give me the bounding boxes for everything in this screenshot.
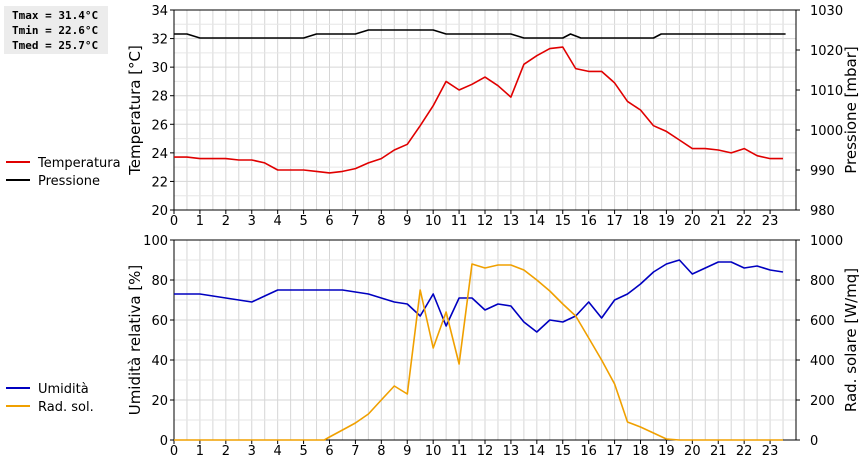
legend-label: Pressione [38,174,100,189]
y-left-tick-label: 30 [151,61,168,76]
y-left-tick-label: 80 [151,274,168,289]
x-tick-label: 13 [503,214,520,229]
y-right-axis-title: Pressione [mbar] [842,46,860,174]
y-right-tick-label: 980 [810,204,835,219]
x-tick-label: 9 [403,214,411,229]
x-tick-label: 12 [477,214,494,229]
y-left-tick-label: 24 [151,147,168,162]
y-left-tick-label: 40 [151,354,168,369]
x-tick-label: 6 [325,214,333,229]
x-tick-label: 20 [684,444,701,459]
x-tick-label: 15 [554,214,571,229]
x-tick-label: 14 [529,214,546,229]
x-tick-label: 19 [658,214,675,229]
x-tick-label: 4 [274,444,282,459]
x-tick-label: 16 [580,444,597,459]
y-left-tick-label: 60 [151,314,168,329]
x-tick-label: 2 [222,444,230,459]
y-left-tick-label: 22 [151,175,168,190]
x-tick-label: 2 [222,214,230,229]
y-right-axis-title: Rad. solare [W/mq] [842,268,860,412]
y-right-tick-label: 200 [810,394,835,409]
y-left-tick-label: 26 [151,118,168,133]
legend-label: Rad. sol. [38,400,94,415]
series-line-primary [174,46,783,174]
x-tick-label: 8 [377,214,385,229]
x-tick-label: 5 [299,444,307,459]
x-tick-label: 13 [503,444,520,459]
x-tick-label: 11 [451,444,468,459]
x-tick-label: 9 [403,444,411,459]
y-left-tick-label: 28 [151,90,168,105]
y-right-tick-label: 600 [810,314,835,329]
y-right-tick-label: 990 [810,164,835,179]
x-tick-label: 21 [710,444,727,459]
x-tick-label: 6 [325,444,333,459]
x-tick-label: 3 [248,444,256,459]
x-tick-label: 15 [554,444,571,459]
x-tick-label: 1 [196,444,204,459]
statistics-box: Tmax = 31.4°C Tmin = 22.6°C Tmed = 25.7°… [4,6,108,54]
x-tick-label: 22 [736,444,753,459]
y-right-tick-label: 1010 [810,84,843,99]
y-left-tick-label: 20 [151,394,168,409]
y-left-axis-title: Umidità relativa [%] [126,265,144,416]
x-tick-label: 5 [299,214,307,229]
tmax-label: Tmax = 31.4°C [12,9,99,22]
y-right-tick-label: 800 [810,274,835,289]
y-right-tick-label: 1030 [810,4,843,19]
tmed-label: Tmed = 25.7°C [12,39,99,52]
x-tick-label: 14 [529,444,546,459]
y-right-tick-label: 1020 [810,44,843,59]
x-tick-label: 23 [762,444,779,459]
x-tick-label: 12 [477,444,494,459]
y-left-tick-label: 34 [151,4,168,19]
y-left-tick-label: 100 [143,234,168,249]
legend-label: Temperatura [37,156,121,171]
x-tick-label: 10 [425,214,442,229]
series-line-secondary [174,263,783,441]
y-right-tick-label: 1000 [810,124,843,139]
x-tick-label: 18 [632,214,649,229]
x-tick-label: 7 [351,444,359,459]
x-tick-label: 7 [351,214,359,229]
x-tick-label: 4 [274,214,282,229]
x-tick-label: 21 [710,214,727,229]
x-tick-label: 11 [451,214,468,229]
x-tick-label: 19 [658,444,675,459]
y-left-tick-label: 32 [151,33,168,48]
y-right-tick-label: 1000 [810,234,843,249]
y-left-tick-label: 20 [151,204,168,219]
y-left-tick-label: 0 [160,434,168,449]
legend-label: Umidità [38,382,89,397]
y-right-tick-label: 0 [810,434,818,449]
x-tick-label: 10 [425,444,442,459]
x-tick-label: 17 [606,214,623,229]
tmin-label: Tmin = 22.6°C [12,24,99,37]
x-tick-label: 1 [196,214,204,229]
x-tick-label: 3 [248,214,256,229]
x-tick-label: 17 [606,444,623,459]
x-tick-label: 0 [170,214,178,229]
x-tick-label: 18 [632,444,649,459]
y-left-axis-title: Temperatura [°C] [126,45,144,176]
series-line-secondary [174,29,786,39]
x-tick-label: 8 [377,444,385,459]
x-tick-label: 0 [170,444,178,459]
x-tick-label: 23 [762,214,779,229]
x-tick-label: 20 [684,214,701,229]
y-right-tick-label: 400 [810,354,835,369]
x-tick-label: 22 [736,214,753,229]
series-line-primary [174,259,784,333]
x-tick-label: 16 [580,214,597,229]
